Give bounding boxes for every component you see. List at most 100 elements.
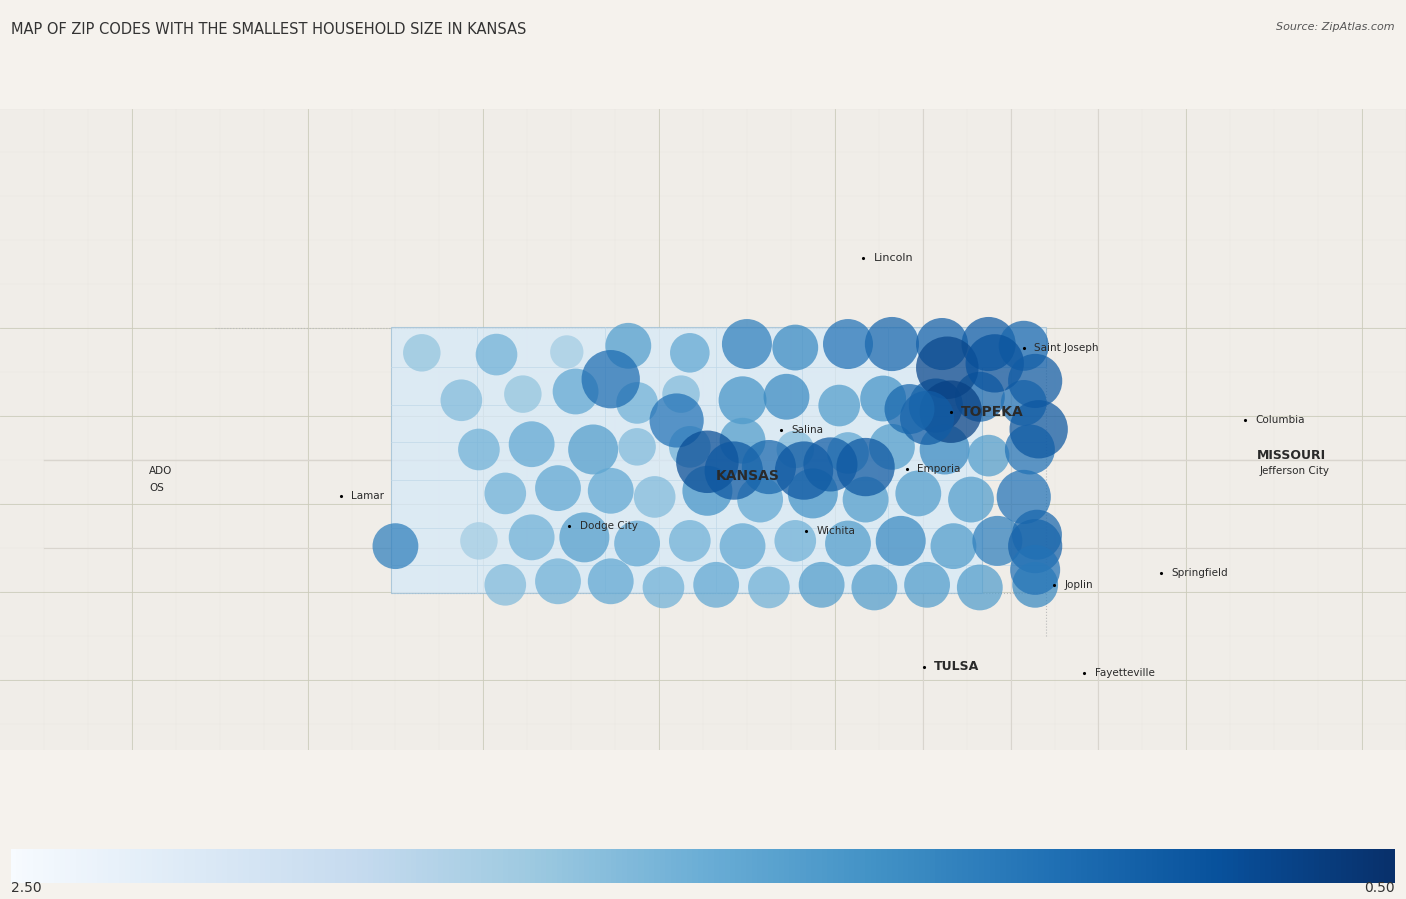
Point bbox=[1024, 539, 1046, 554]
Text: KANSAS: KANSAS bbox=[716, 469, 780, 483]
Point bbox=[1025, 528, 1047, 542]
Point bbox=[652, 580, 675, 594]
Point bbox=[915, 411, 938, 425]
Text: Lincoln: Lincoln bbox=[873, 253, 912, 263]
Point bbox=[735, 337, 758, 352]
Point bbox=[942, 539, 965, 554]
Point bbox=[934, 442, 956, 457]
Point bbox=[494, 486, 516, 501]
Point bbox=[907, 486, 929, 501]
Point bbox=[872, 391, 894, 405]
Point bbox=[925, 398, 948, 413]
Text: Emporia: Emporia bbox=[917, 464, 960, 474]
Text: 2.50: 2.50 bbox=[11, 880, 42, 895]
Point bbox=[969, 389, 991, 404]
Point bbox=[582, 442, 605, 457]
Point bbox=[547, 481, 569, 495]
Point bbox=[749, 493, 772, 507]
Point bbox=[828, 398, 851, 413]
Point bbox=[983, 356, 1005, 370]
Point bbox=[801, 486, 824, 501]
Point bbox=[679, 440, 702, 454]
Text: OS: OS bbox=[149, 483, 165, 494]
Point bbox=[547, 574, 569, 589]
Text: Source: ZipAtlas.com: Source: ZipAtlas.com bbox=[1277, 22, 1395, 32]
Point bbox=[775, 389, 797, 404]
Point bbox=[863, 580, 886, 594]
Point bbox=[977, 449, 1000, 463]
Point bbox=[468, 442, 491, 457]
Text: Joplin: Joplin bbox=[1064, 580, 1092, 590]
Point bbox=[574, 530, 596, 545]
Point bbox=[731, 393, 754, 407]
Point bbox=[977, 337, 1000, 352]
Point bbox=[599, 484, 621, 498]
Text: Springfield: Springfield bbox=[1171, 568, 1227, 578]
Point bbox=[512, 387, 534, 401]
Point bbox=[880, 440, 903, 454]
Text: Salina: Salina bbox=[792, 425, 824, 435]
Point bbox=[1024, 578, 1046, 592]
Point bbox=[939, 405, 962, 419]
Point bbox=[890, 534, 912, 548]
Text: MISSOURI: MISSOURI bbox=[1257, 450, 1326, 462]
Point bbox=[931, 337, 953, 352]
Text: Fayetteville: Fayetteville bbox=[1095, 668, 1154, 678]
Text: MAP OF ZIP CODES WITH THE SMALLEST HOUSEHOLD SIZE IN KANSAS: MAP OF ZIP CODES WITH THE SMALLEST HOUSE… bbox=[11, 22, 527, 38]
Point bbox=[820, 458, 842, 472]
Point bbox=[758, 580, 780, 594]
Point bbox=[936, 360, 959, 375]
Text: Dodge City: Dodge City bbox=[581, 521, 638, 531]
Point bbox=[855, 493, 877, 507]
Point bbox=[1024, 563, 1046, 577]
Text: Wichita: Wichita bbox=[817, 526, 855, 536]
Point bbox=[731, 433, 754, 448]
Point bbox=[837, 446, 859, 460]
Point bbox=[555, 344, 578, 359]
Point bbox=[626, 440, 648, 454]
Point bbox=[617, 339, 640, 353]
Point bbox=[758, 460, 780, 475]
Point bbox=[411, 345, 433, 360]
Text: 0.50: 0.50 bbox=[1364, 880, 1395, 895]
Point bbox=[915, 578, 938, 592]
Point bbox=[599, 372, 621, 387]
Point bbox=[731, 539, 754, 554]
Point bbox=[960, 493, 983, 507]
Point bbox=[793, 463, 815, 477]
Text: TOPEKA: TOPEKA bbox=[962, 405, 1024, 419]
Point bbox=[1012, 396, 1035, 410]
Point bbox=[810, 578, 832, 592]
Polygon shape bbox=[391, 327, 1046, 592]
Point bbox=[679, 534, 702, 548]
Point bbox=[644, 490, 666, 504]
Point bbox=[468, 534, 491, 548]
Point bbox=[837, 537, 859, 551]
Point bbox=[704, 578, 727, 592]
Text: Columbia: Columbia bbox=[1256, 415, 1305, 425]
Point bbox=[696, 455, 718, 469]
Point bbox=[669, 387, 692, 401]
Text: TULSA: TULSA bbox=[934, 660, 980, 673]
Point bbox=[1028, 423, 1050, 437]
Point bbox=[564, 384, 586, 398]
Text: Saint Joseph: Saint Joseph bbox=[1035, 343, 1098, 353]
Point bbox=[785, 534, 807, 548]
Point bbox=[969, 580, 991, 594]
Point bbox=[696, 484, 718, 498]
Text: Lamar: Lamar bbox=[352, 491, 384, 501]
Point bbox=[1012, 490, 1035, 504]
Text: ADO: ADO bbox=[149, 466, 173, 476]
Point bbox=[384, 539, 406, 554]
Point bbox=[855, 460, 877, 475]
Point bbox=[626, 396, 648, 410]
Point bbox=[898, 402, 921, 416]
Point bbox=[785, 341, 807, 355]
Point bbox=[1012, 339, 1035, 353]
Point bbox=[665, 414, 688, 428]
Point bbox=[626, 537, 648, 551]
Point bbox=[880, 337, 903, 352]
Point bbox=[520, 437, 543, 451]
Point bbox=[520, 530, 543, 545]
Point bbox=[494, 578, 516, 592]
